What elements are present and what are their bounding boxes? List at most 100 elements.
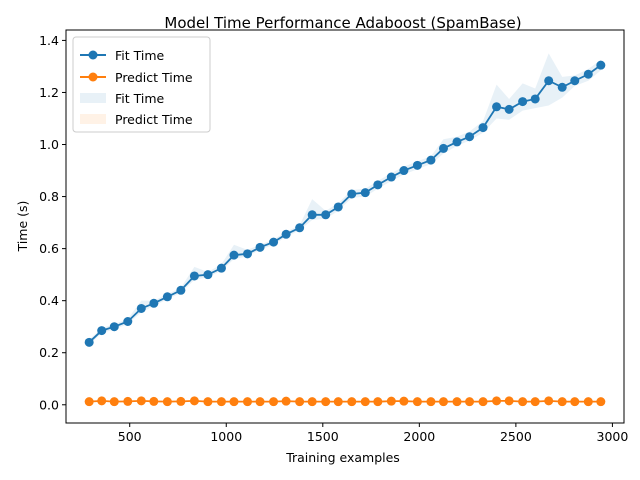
data-point [255,242,265,252]
data-point [242,397,252,407]
data-point [492,396,502,406]
data-point [583,69,593,79]
series-band-0 [89,53,601,345]
data-point [438,397,448,407]
x-tick-label: 2500 [500,429,532,444]
data-point [373,180,383,190]
data-point [333,397,343,407]
legend-predict-marker-swatch [88,72,98,82]
data-point [281,396,291,406]
data-point [360,188,370,198]
data-point [136,303,146,313]
data-point [149,396,159,406]
y-tick-label: 0.2 [39,345,59,360]
data-point [452,397,462,407]
y-tick-label: 0.4 [39,293,59,308]
data-point [216,397,226,407]
data-point [399,166,409,176]
data-point [176,285,186,295]
data-point [176,396,186,406]
y-tick-label: 1.2 [39,85,59,100]
data-point [109,397,119,407]
data-point [321,397,331,407]
data-point [229,250,239,260]
data-point [347,397,357,407]
data-point [255,397,265,407]
data-point [518,397,528,407]
x-tick-label: 2000 [403,429,435,444]
data-point [399,396,409,406]
x-tick-label: 3000 [597,429,629,444]
data-point [281,229,291,239]
data-point [269,237,279,247]
y-tick-label: 1.0 [39,137,59,152]
data-point [360,397,370,407]
plot-area [84,53,606,407]
data-point [438,143,448,153]
data-point [216,263,226,273]
data-point [570,76,580,86]
legend-box [72,36,211,133]
x-tick-label: 500 [118,429,142,444]
y-tick-label: 0.6 [39,241,59,256]
data-point [123,396,133,406]
legend-fit-band-swatch [80,93,106,103]
data-point [530,397,540,407]
legend-label-predict-time-band: Predict Time [115,112,193,127]
y-axis-label: Time (s) [15,201,30,253]
data-point [84,337,94,347]
data-point [412,397,422,407]
data-point [596,397,606,407]
data-point [307,210,317,220]
data-point [386,396,396,406]
data-point [84,397,94,407]
data-point [530,94,540,104]
data-point [570,397,580,407]
legend-fit-marker-swatch [88,50,98,60]
data-point [109,322,119,332]
data-point [504,396,514,406]
data-point [544,76,554,86]
data-point [465,132,475,142]
data-point [295,223,305,233]
data-point [386,172,396,182]
data-point [478,123,488,133]
x-tick-label: 1000 [210,429,242,444]
x-axis-label: Training examples [285,450,400,465]
data-point [295,397,305,407]
data-point [307,397,317,407]
y-tick-label: 1.4 [39,33,59,48]
data-point [596,60,606,70]
legend: Fit Time Predict Time Fit Time Predict T… [72,36,211,133]
data-point [97,396,107,406]
x-tick-label: 1500 [307,429,339,444]
data-point [123,317,133,326]
y-axis: 0.0 0.2 0.4 0.6 0.8 1.0 1.2 1.4 [39,33,66,412]
data-point [492,102,502,112]
x-axis: 500 1000 1500 2000 2500 3000 [118,423,629,444]
y-tick-label: 0.8 [39,189,59,204]
data-point [426,155,436,165]
data-point [478,397,488,407]
data-point [162,292,172,302]
data-point [544,396,554,406]
data-point [162,397,172,407]
data-point [452,137,462,147]
data-point [373,397,383,407]
legend-predict-band-swatch [80,114,106,124]
data-point [333,202,343,212]
data-point [321,210,331,220]
series-line-0 [88,64,602,343]
data-point [203,397,213,407]
series-line-1 [89,399,601,403]
data-point [347,189,357,199]
legend-label-fit-time-band: Fit Time [115,91,165,106]
data-point [518,97,528,107]
data-point [412,160,422,170]
data-point [149,298,159,308]
plot-frame [65,29,625,424]
data-point [242,249,252,259]
data-point [583,397,593,407]
data-point [229,397,239,407]
